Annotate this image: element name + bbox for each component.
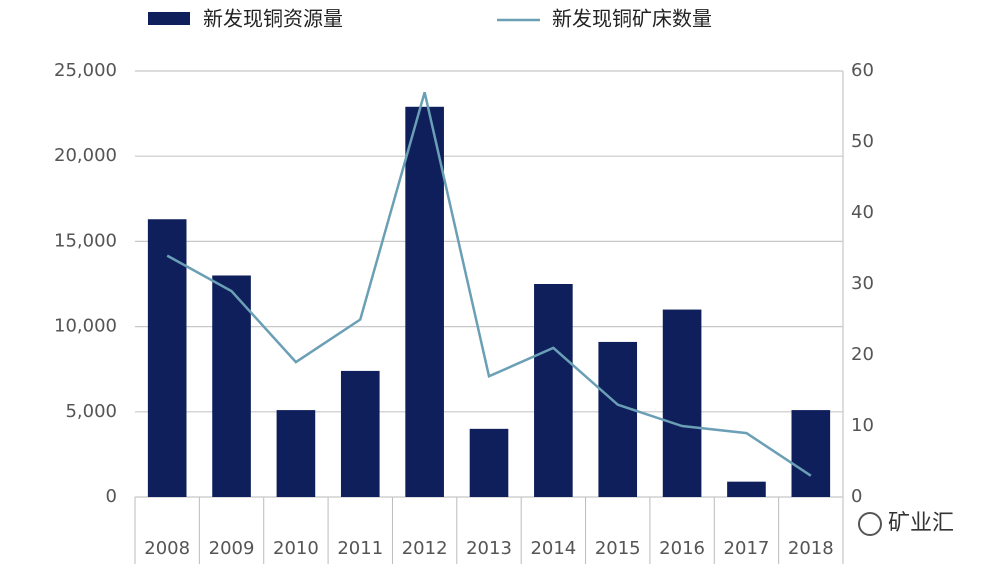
y2-tick-label: 60	[851, 60, 874, 81]
y-tick-label: 0	[106, 486, 117, 507]
y2-tick-label: 0	[851, 486, 862, 507]
y-tick-label: 5,000	[65, 401, 117, 422]
x-tick-label: 2014	[530, 538, 576, 559]
bar	[534, 284, 573, 497]
x-tick-label: 2018	[788, 538, 834, 559]
x-tick-label: 2015	[595, 538, 641, 559]
y-tick-label: 10,000	[54, 316, 117, 337]
x-tick-label: 2011	[337, 538, 383, 559]
bar	[212, 275, 251, 497]
bar	[662, 309, 702, 497]
y-tick-label: 15,000	[54, 230, 117, 251]
x-tick-label: 2008	[144, 538, 190, 559]
x-tick-label: 2017	[724, 538, 770, 559]
y-tick-label: 20,000	[54, 145, 117, 166]
bar	[405, 106, 444, 497]
y-tick-label: 25,000	[54, 60, 117, 81]
bar	[727, 481, 766, 497]
watermark-icon	[858, 512, 882, 536]
legend-label: 新发现铜矿床数量	[552, 7, 712, 31]
x-tick-label: 2012	[402, 538, 448, 559]
y2-tick-label: 50	[851, 131, 874, 152]
line	[166, 91, 812, 477]
watermark: 矿业汇	[858, 511, 954, 536]
x-tick-label: 2016	[659, 538, 705, 559]
bar	[598, 341, 638, 497]
bar	[276, 410, 316, 497]
bar	[147, 219, 187, 498]
x-tick-label: 2009	[209, 538, 255, 559]
watermark-text: 矿业汇	[888, 511, 954, 536]
y2-tick-label: 40	[851, 202, 874, 223]
x-tick-label: 2010	[273, 538, 319, 559]
y2-tick-label: 20	[851, 344, 874, 365]
y2-tick-label: 30	[851, 273, 874, 294]
legend-swatch	[148, 12, 190, 25]
bar	[469, 428, 509, 497]
x-tick-label: 2013	[466, 538, 512, 559]
legend-label: 新发现铜资源量	[203, 7, 343, 31]
category-table	[134, 71, 844, 564]
bar	[791, 410, 831, 497]
bar	[340, 370, 380, 497]
y2-tick-label: 10	[851, 415, 874, 436]
